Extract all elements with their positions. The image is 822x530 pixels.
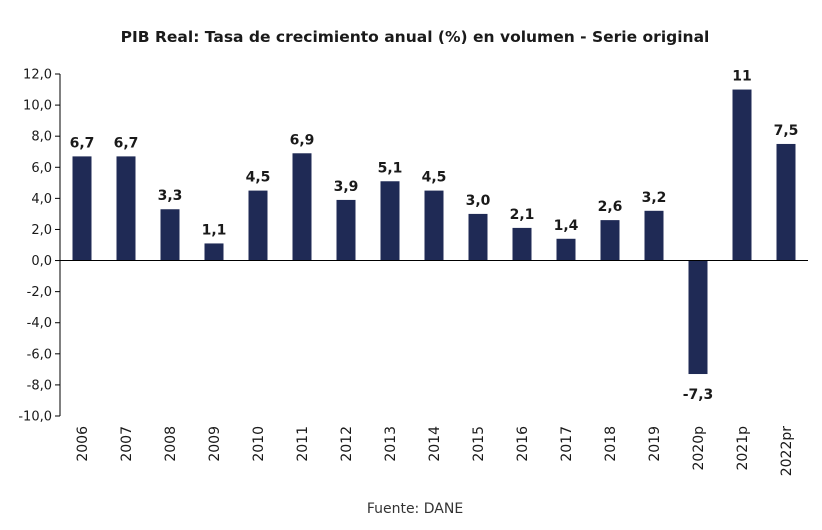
data-label-2020p: -7,3	[683, 387, 714, 403]
bar-2018	[600, 220, 620, 261]
y-tick-label: -8,0	[27, 378, 52, 393]
x-tick-label-2011: 2011	[295, 426, 311, 462]
data-label-2009: 1,1	[202, 222, 227, 238]
data-label-2016: 2,1	[510, 207, 535, 223]
y-tick-label: -2,0	[27, 285, 52, 300]
bar-2007	[116, 156, 136, 261]
bar-2020p	[688, 260, 708, 375]
y-axis: 12,0 10,0 8,0 6,0 4,0 2,0 0,0 -2,0 -4,0 -6,0 -8,0 -…	[18, 68, 61, 425]
y-tick-label: 6,0	[31, 161, 52, 176]
data-label-2021p: 11	[732, 69, 751, 85]
bar-2011	[292, 153, 312, 261]
bar-2013	[380, 181, 400, 261]
bar-2022pr	[776, 143, 796, 261]
bar-2015	[468, 213, 488, 261]
x-tick-label-2014: 2014	[427, 426, 443, 462]
bar-2017	[556, 238, 576, 261]
data-label-2010: 4,5	[246, 170, 271, 186]
x-tick-label-2012: 2012	[339, 426, 355, 462]
x-tick-label-2010: 2010	[251, 426, 267, 462]
data-label-2017: 1,4	[554, 218, 579, 234]
bar-2012	[336, 199, 356, 261]
data-label-2006: 6,7	[70, 135, 95, 151]
x-tick-label-2013: 2013	[383, 426, 399, 462]
bar-2016	[512, 227, 532, 261]
data-label-2015: 3,0	[466, 193, 491, 209]
x-tick-label-2016: 2016	[515, 426, 531, 462]
data-label-2019: 3,2	[642, 190, 667, 206]
y-tick-label: -10,0	[18, 410, 52, 425]
y-tick-label: 10,0	[23, 99, 52, 114]
y-tick-label: 0,0	[31, 254, 52, 269]
chart-title: PIB Real: Tasa de crecimiento anual (%) …	[121, 28, 710, 46]
data-label-2013: 5,1	[378, 160, 403, 176]
y-tick-label: 4,0	[31, 192, 52, 207]
chart-source: Fuente: DANE	[367, 501, 463, 517]
bars	[72, 89, 796, 375]
x-tick-label-2018: 2018	[603, 426, 619, 462]
y-tick-label: 12,0	[23, 68, 52, 83]
data-labels: 6,7 6,7 3,3 1,1 4,5 6,9 3,9 5,1 4,5 3,0 2,1 1,4 2,6 3…	[70, 69, 799, 403]
bar-2006	[72, 156, 92, 261]
x-tick-label-2017: 2017	[559, 426, 575, 462]
x-tick-label-2006: 2006	[75, 426, 91, 462]
y-tick-label: 8,0	[31, 130, 52, 145]
data-label-2007: 6,7	[114, 135, 139, 151]
x-tick-label-2009: 2009	[207, 426, 223, 462]
x-tick-label-2008: 2008	[163, 426, 179, 462]
x-axis-labels: 2006 2007 2008 2009 2010 2011 2012 2013 2014 2015…	[75, 426, 795, 477]
data-label-2011: 6,9	[290, 132, 315, 148]
x-tick-label-2022pr: 2022pr	[779, 426, 795, 477]
bar-2010	[248, 190, 268, 261]
bar-2014	[424, 190, 444, 261]
x-tick-label-2007: 2007	[119, 426, 135, 462]
x-tick-label-2020p: 2020p	[691, 426, 707, 471]
data-label-2012: 3,9	[334, 179, 359, 195]
bar-2021p	[732, 89, 752, 261]
y-tick-label: -6,0	[27, 347, 52, 362]
y-tick-label: -4,0	[27, 316, 52, 331]
bar-2019	[644, 210, 664, 261]
data-label-2022pr: 7,5	[774, 123, 799, 139]
data-label-2018: 2,6	[598, 199, 623, 215]
bar-2008	[160, 209, 180, 261]
x-tick-label-2015: 2015	[471, 426, 487, 462]
x-tick-label-2019: 2019	[647, 426, 663, 462]
data-label-2008: 3,3	[158, 188, 183, 204]
data-label-2014: 4,5	[422, 170, 447, 186]
bar-2009	[204, 243, 224, 261]
y-tick-label: 2,0	[31, 223, 52, 238]
x-tick-label-2021p: 2021p	[735, 426, 751, 471]
